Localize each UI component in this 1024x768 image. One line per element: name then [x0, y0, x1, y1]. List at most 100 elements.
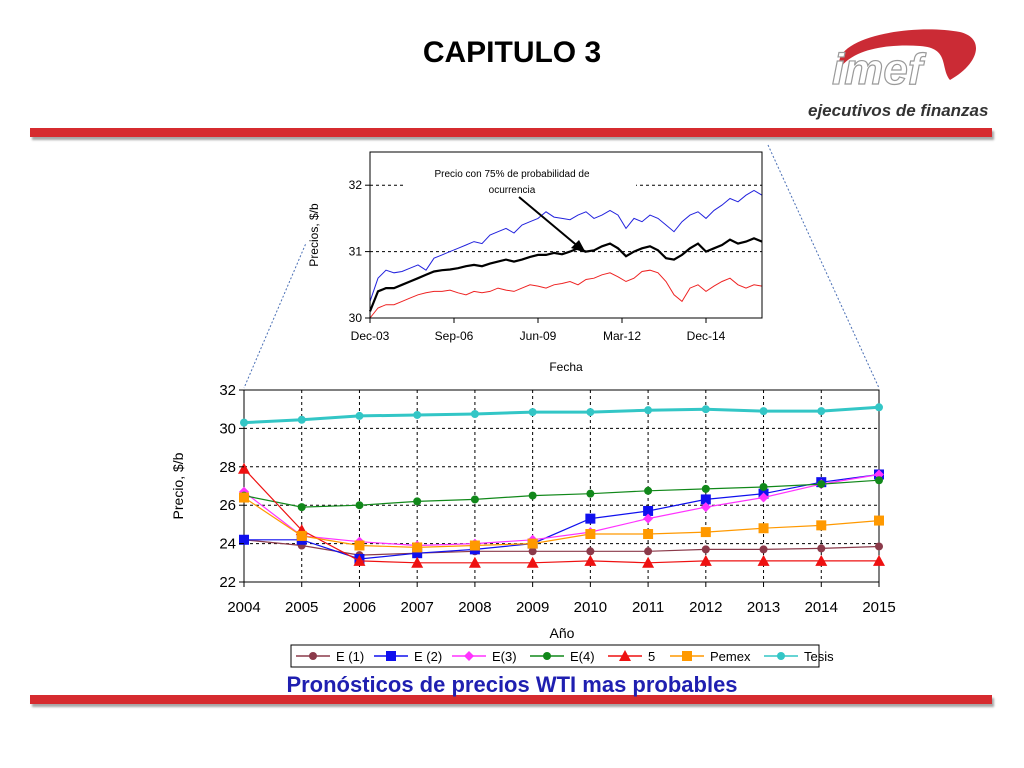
- data-point: [297, 415, 306, 424]
- annotation-line-1: Precio con 75% de probabilidad de: [434, 169, 590, 180]
- data-point: [644, 486, 653, 495]
- legend-label: 5: [648, 649, 655, 664]
- zoom-x-tick-label: Dec-14: [687, 329, 726, 343]
- data-point: [528, 491, 537, 500]
- legend-label: Pemex: [710, 649, 751, 664]
- data-point: [700, 502, 711, 513]
- data-point: [875, 403, 883, 412]
- zoom-y-tick-label: 32: [349, 178, 363, 192]
- legend-item-0: E (1): [296, 649, 364, 664]
- slide-caption: Pronósticos de precios WTI mas probables: [286, 672, 738, 697]
- data-point: [700, 527, 711, 538]
- legend-swatch-marker: [464, 651, 474, 661]
- data-point: [874, 469, 884, 480]
- legend-label: E (1): [336, 649, 364, 664]
- data-point: [468, 556, 481, 568]
- main-y-tick-label: 28: [219, 459, 236, 476]
- main-x-tick-label: 2015: [862, 599, 895, 616]
- series-line: [243, 473, 880, 547]
- data-point: [239, 534, 249, 545]
- data-point: [412, 548, 423, 559]
- data-point: [643, 529, 654, 539]
- bottom-divider: [30, 695, 992, 704]
- series-line: [244, 473, 880, 560]
- series-3: [240, 476, 883, 512]
- data-point: [759, 545, 768, 554]
- data-point: [642, 556, 655, 568]
- legend-label: E(3): [492, 649, 517, 664]
- data-point: [701, 484, 710, 493]
- series-line: [243, 479, 880, 508]
- zoom-series-line-0: [369, 189, 763, 302]
- zoom-x-tick-label: Sep-06: [435, 329, 474, 343]
- data-point: [644, 406, 653, 415]
- main-x-axis-label: Año: [550, 625, 575, 641]
- series-5: [239, 492, 884, 553]
- data-point: [355, 411, 364, 420]
- logo-tagline: ejecutivos de finanzas: [808, 101, 988, 120]
- data-point: [413, 410, 422, 419]
- data-point: [701, 545, 710, 554]
- annotation-backdrop: [404, 164, 636, 198]
- data-point: [875, 542, 883, 551]
- series-4: [238, 462, 885, 568]
- legend-swatch-marker: [682, 651, 692, 661]
- logo-wordmark: imef: [832, 45, 927, 94]
- zoom-y-tick-label: 30: [349, 311, 363, 325]
- series-line: [243, 539, 880, 556]
- data-point: [585, 513, 596, 524]
- data-point: [584, 554, 597, 566]
- data-point: [873, 554, 885, 566]
- zoom-x-tick-label: Dec-03: [351, 329, 390, 343]
- main-y-tick-label: 30: [219, 420, 236, 437]
- legend-item-2: E(3): [452, 649, 517, 664]
- data-point: [586, 547, 595, 556]
- legend-swatch-marker: [543, 652, 551, 660]
- annotation-line-2: ocurrencia: [489, 185, 536, 196]
- data-point: [470, 410, 479, 418]
- main-y-tick-label: 24: [219, 536, 236, 553]
- data-point: [699, 554, 712, 566]
- data-point: [412, 542, 423, 553]
- zoom-plot-frame: [369, 151, 763, 319]
- main-x-tick-label: 2013: [747, 599, 780, 616]
- data-point: [586, 489, 595, 498]
- data-point: [527, 538, 538, 549]
- imef-logo: imef ejecutivos de finanzas: [808, 29, 988, 120]
- data-point: [470, 495, 479, 504]
- data-point: [411, 556, 424, 568]
- data-point: [240, 418, 248, 427]
- legend-item-6: Tesis: [764, 649, 834, 664]
- data-point: [296, 530, 307, 541]
- data-point: [815, 554, 828, 566]
- main-y-tick-label: 32: [219, 382, 236, 399]
- annotation-arrow: [518, 196, 581, 249]
- legend: E (1) E (2) E(3) E(4) 5 Pemex Tesis: [296, 649, 834, 664]
- main-x-tick-label: 2009: [516, 599, 549, 616]
- main-x-tick-label: 2011: [632, 599, 664, 616]
- data-point: [526, 556, 539, 568]
- main-x-tick-label: 2010: [574, 599, 607, 616]
- series-1: [239, 469, 884, 564]
- data-point: [817, 407, 826, 416]
- legend-label: E(4): [570, 649, 595, 664]
- main-x-tick-label: 2014: [805, 599, 838, 616]
- data-point: [355, 501, 364, 510]
- data-point: [354, 540, 365, 551]
- data-point: [758, 492, 769, 503]
- zoom-y-axis-label: Precios, $/b: [307, 203, 321, 267]
- legend-item-4: 5: [608, 649, 655, 664]
- annotation-arrowhead: [571, 240, 586, 253]
- zoom-series-line-2: [369, 269, 763, 319]
- legend-label: E (2): [414, 649, 442, 664]
- data-point: [817, 544, 826, 553]
- zoom-x-tick-label: Jun-09: [520, 329, 557, 343]
- data-point: [297, 503, 306, 512]
- data-point: [759, 482, 768, 491]
- data-point: [528, 547, 537, 556]
- data-point: [528, 408, 537, 417]
- zoom-x-axis-label: Fecha: [549, 360, 583, 374]
- data-point: [644, 547, 653, 556]
- data-point: [413, 497, 422, 506]
